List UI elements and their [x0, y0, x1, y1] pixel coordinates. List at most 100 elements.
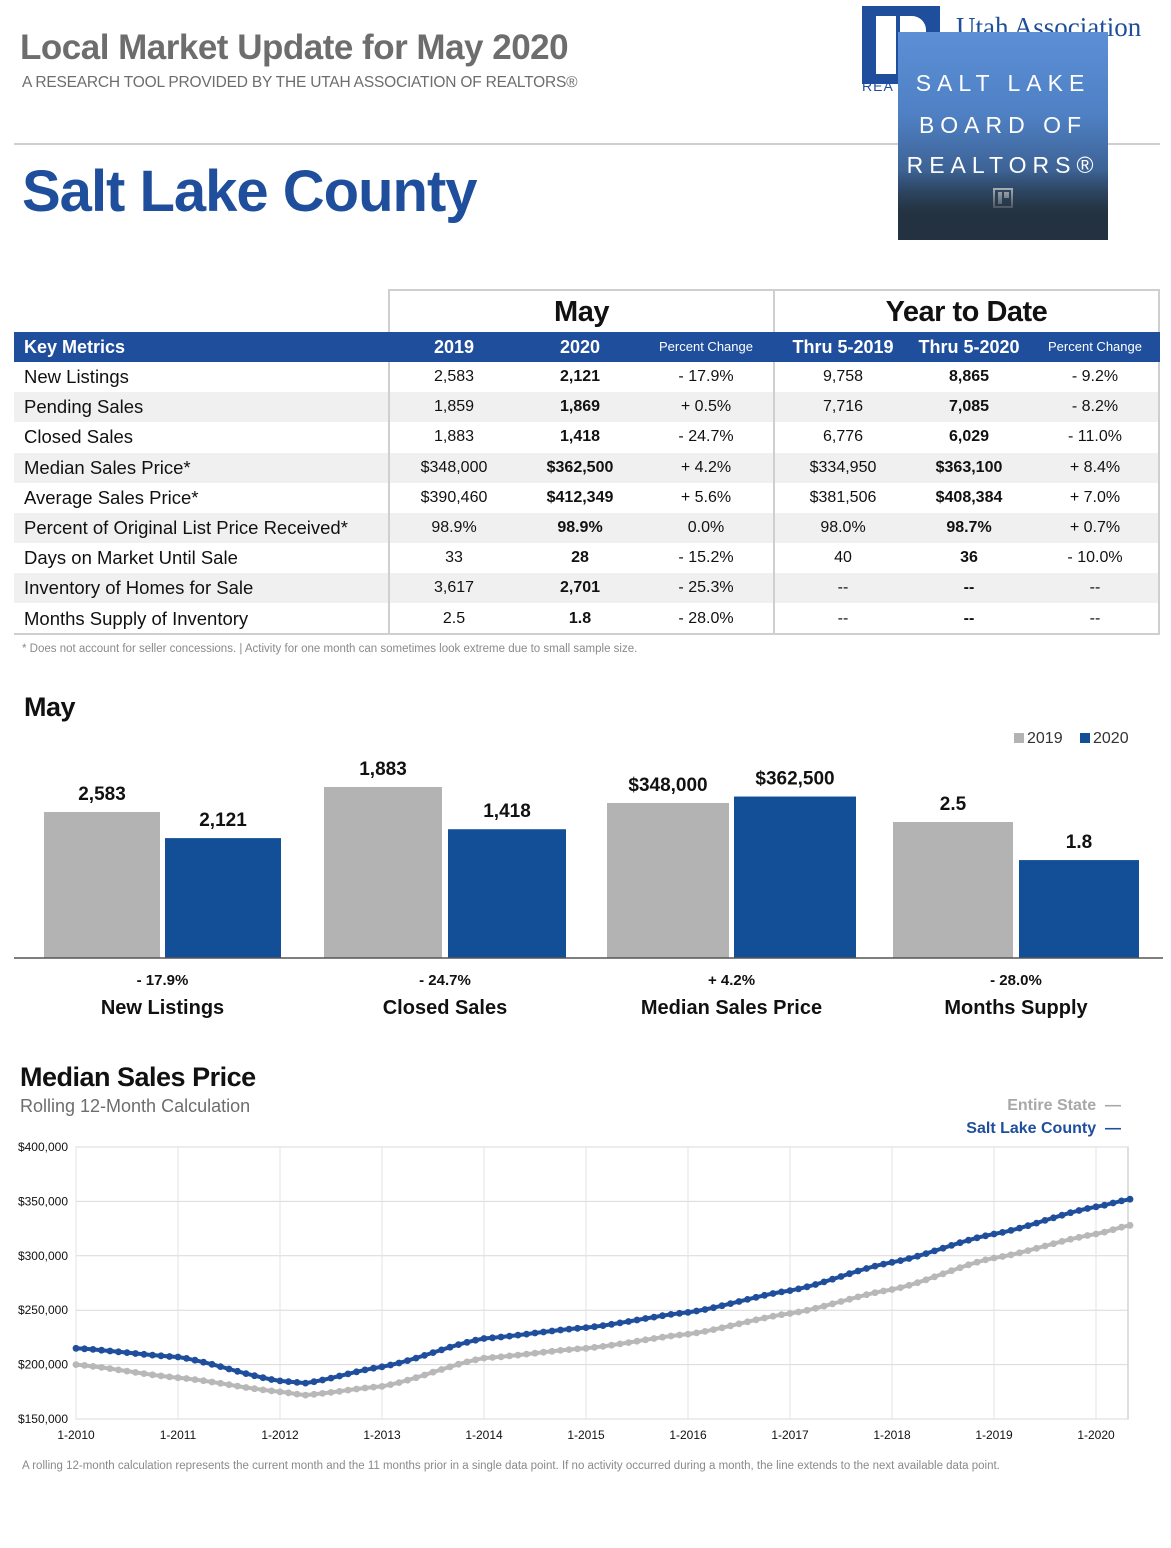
cell-may-2019: $348,000 [420, 458, 488, 476]
series-point [81, 1345, 88, 1353]
metric-name: Months Supply of Inventory [24, 607, 249, 629]
series-point [1126, 1195, 1134, 1203]
series-point [404, 1357, 411, 1364]
city-skyline-image [898, 170, 1108, 240]
metric-name: Pending Sales [24, 396, 144, 418]
series-point [956, 1264, 964, 1272]
series-point [514, 1331, 522, 1339]
series-point [183, 1355, 190, 1362]
bar-group: 2.5 1.8 - 28.0% Months Supply [893, 794, 1139, 1019]
x-tick-label: 1-2015 [567, 1428, 605, 1442]
metric-name: Percent of Original List Price Received* [24, 517, 348, 538]
series-point [344, 1370, 352, 1378]
series-point [871, 1289, 879, 1297]
series-point [242, 1384, 250, 1391]
bar-value-label: 2.5 [940, 794, 967, 815]
series-point [106, 1347, 114, 1355]
series-point [276, 1377, 284, 1385]
series-point [905, 1255, 913, 1262]
header-divider [14, 143, 1160, 145]
series-point [429, 1368, 437, 1376]
series-point [710, 1326, 717, 1333]
series-point [404, 1376, 411, 1384]
series-point [761, 1314, 768, 1322]
bar-2019 [607, 803, 729, 958]
series-point [905, 1281, 913, 1289]
series-point [982, 1256, 989, 1264]
cell-ytd-2020: -- [963, 579, 975, 597]
series-point [718, 1324, 726, 1332]
series-point [897, 1257, 904, 1264]
series-point [548, 1327, 556, 1335]
series-point [191, 1376, 199, 1383]
series-point [642, 1315, 649, 1322]
series-point [846, 1270, 853, 1278]
series-point [939, 1270, 947, 1278]
table-row: Closed Sales 1,883 1,418 - 24.7% 6,776 6,029 -… [14, 422, 1160, 452]
series-point [582, 1344, 590, 1352]
col-header-key-metrics: Key Metrics [24, 337, 126, 357]
series-point [812, 1304, 819, 1312]
series-point [506, 1332, 513, 1340]
series-point [1058, 1238, 1066, 1245]
series-point [132, 1369, 139, 1376]
series-point [608, 1341, 615, 1349]
series-point [548, 1347, 556, 1355]
series-point [565, 1325, 573, 1333]
series-point [557, 1347, 564, 1354]
series-point [157, 1372, 165, 1380]
cell-may-2020: $412,349 [546, 488, 614, 506]
series-point [1101, 1201, 1108, 1209]
series-point [642, 1336, 649, 1344]
col-header-ytd-2019: Thru 5-2019 [792, 337, 894, 357]
series-point [353, 1368, 360, 1376]
series-point [191, 1356, 199, 1364]
series-point [1007, 1251, 1015, 1259]
series-point [599, 1343, 607, 1350]
series-point [361, 1366, 369, 1374]
metric-name: Days on Market Until Sale [24, 547, 238, 569]
series-point [387, 1361, 394, 1369]
series-point [378, 1363, 386, 1371]
cell-may-2020: 28 [571, 549, 589, 567]
series-point [676, 1309, 683, 1317]
series-point [242, 1370, 250, 1377]
cell-may-2020: 1,869 [559, 398, 601, 416]
series-point [472, 1336, 479, 1344]
cell-ytd-pct: - 11.0% [1068, 428, 1122, 446]
series-point [625, 1318, 632, 1325]
series-point [310, 1390, 318, 1398]
series-point [897, 1284, 904, 1291]
cell-ytd-2020: 7,085 [948, 398, 990, 416]
series-point [973, 1258, 981, 1266]
series-point [1016, 1224, 1023, 1232]
cell-ytd-2019: 9,758 [822, 368, 864, 385]
table-header-row: Key Metrics 2019 2020 Percent Change Thr… [14, 332, 1160, 362]
series-point [234, 1382, 241, 1390]
series-point [990, 1230, 998, 1238]
series-point [948, 1267, 955, 1275]
series-point [268, 1387, 275, 1395]
cell-ytd-2019: -- [837, 609, 849, 627]
series-point [344, 1386, 352, 1394]
series-point [421, 1371, 428, 1379]
series-point [115, 1348, 122, 1356]
cell-may-2020: 1.8 [568, 609, 592, 627]
series-point [489, 1354, 496, 1361]
col-header-ytd-2020: Thru 5-2020 [918, 337, 1020, 357]
series-point [769, 1290, 777, 1297]
series-point [480, 1354, 488, 1362]
cell-may-2019: 1,859 [433, 398, 475, 416]
cell-may-2019: $390,460 [420, 488, 488, 506]
legend-label-2020: 2020 [1093, 730, 1129, 747]
table-row: Percent of Original List Price Received*… [14, 513, 1160, 543]
series-point [1118, 1223, 1125, 1231]
series-point [693, 1307, 700, 1315]
series-point [123, 1349, 131, 1356]
series-point [183, 1375, 190, 1382]
series-point [1092, 1230, 1100, 1238]
series-point [778, 1288, 785, 1296]
series-point [880, 1260, 887, 1268]
cell-ytd-2020: $363,100 [935, 458, 1003, 476]
cell-ytd-2020: 36 [960, 549, 978, 567]
